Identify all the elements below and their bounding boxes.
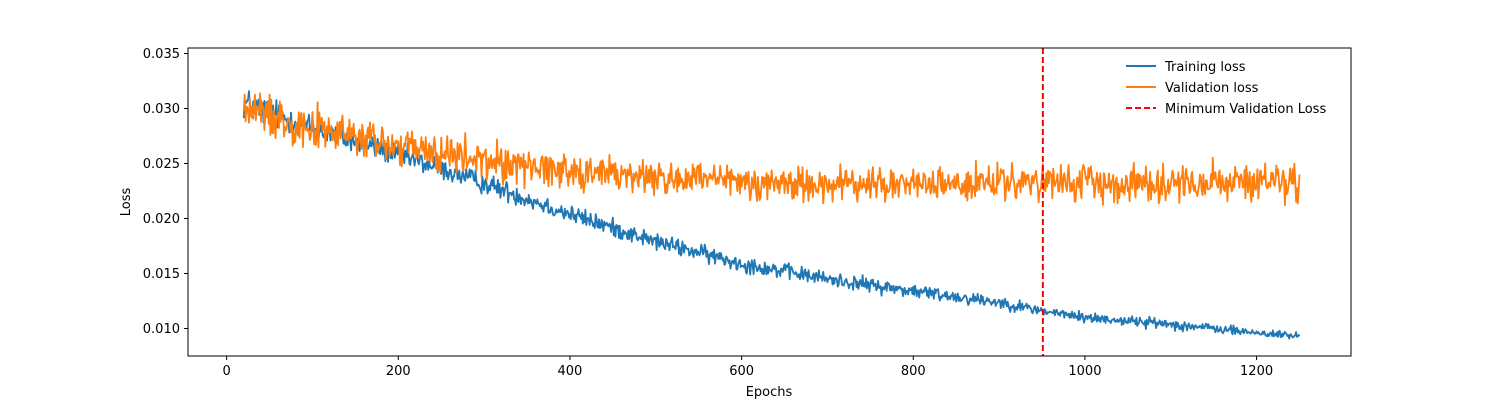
x-axis-label: Epochs bbox=[746, 385, 793, 400]
x-tick-label: 600 bbox=[729, 364, 754, 379]
x-tick-label: 800 bbox=[901, 364, 926, 379]
plot-lines bbox=[242, 48, 1301, 356]
legend-label-validation: Validation loss bbox=[1165, 81, 1259, 96]
y-tick-label: 0.020 bbox=[143, 212, 180, 227]
y-tick-label: 0.035 bbox=[143, 47, 180, 62]
x-tick-label: 0 bbox=[222, 364, 230, 379]
y-axis-label: Loss bbox=[119, 188, 134, 217]
legend: Training loss Validation loss Minimum Va… bbox=[1126, 60, 1326, 117]
x-tick-label: 1200 bbox=[1240, 364, 1273, 379]
x-tick-label: 1000 bbox=[1068, 364, 1101, 379]
x-axis-ticks: 0 200 400 600 800 1000 1200 bbox=[222, 356, 1273, 379]
legend-label-min-val: Minimum Validation Loss bbox=[1165, 102, 1326, 117]
legend-label-training: Training loss bbox=[1164, 60, 1246, 75]
y-tick-label: 0.030 bbox=[143, 102, 180, 117]
y-axis-ticks: 0.010 0.015 0.020 0.025 0.030 0.035 bbox=[143, 47, 188, 337]
series-line-training bbox=[242, 90, 1301, 340]
series-line-validation bbox=[242, 92, 1301, 207]
axes-frame bbox=[187, 47, 1352, 357]
y-tick-label: 0.010 bbox=[143, 322, 180, 337]
x-tick-label: 200 bbox=[386, 364, 411, 379]
y-tick-label: 0.015 bbox=[143, 267, 180, 282]
x-tick-label: 400 bbox=[558, 364, 583, 379]
y-tick-label: 0.025 bbox=[143, 157, 180, 172]
